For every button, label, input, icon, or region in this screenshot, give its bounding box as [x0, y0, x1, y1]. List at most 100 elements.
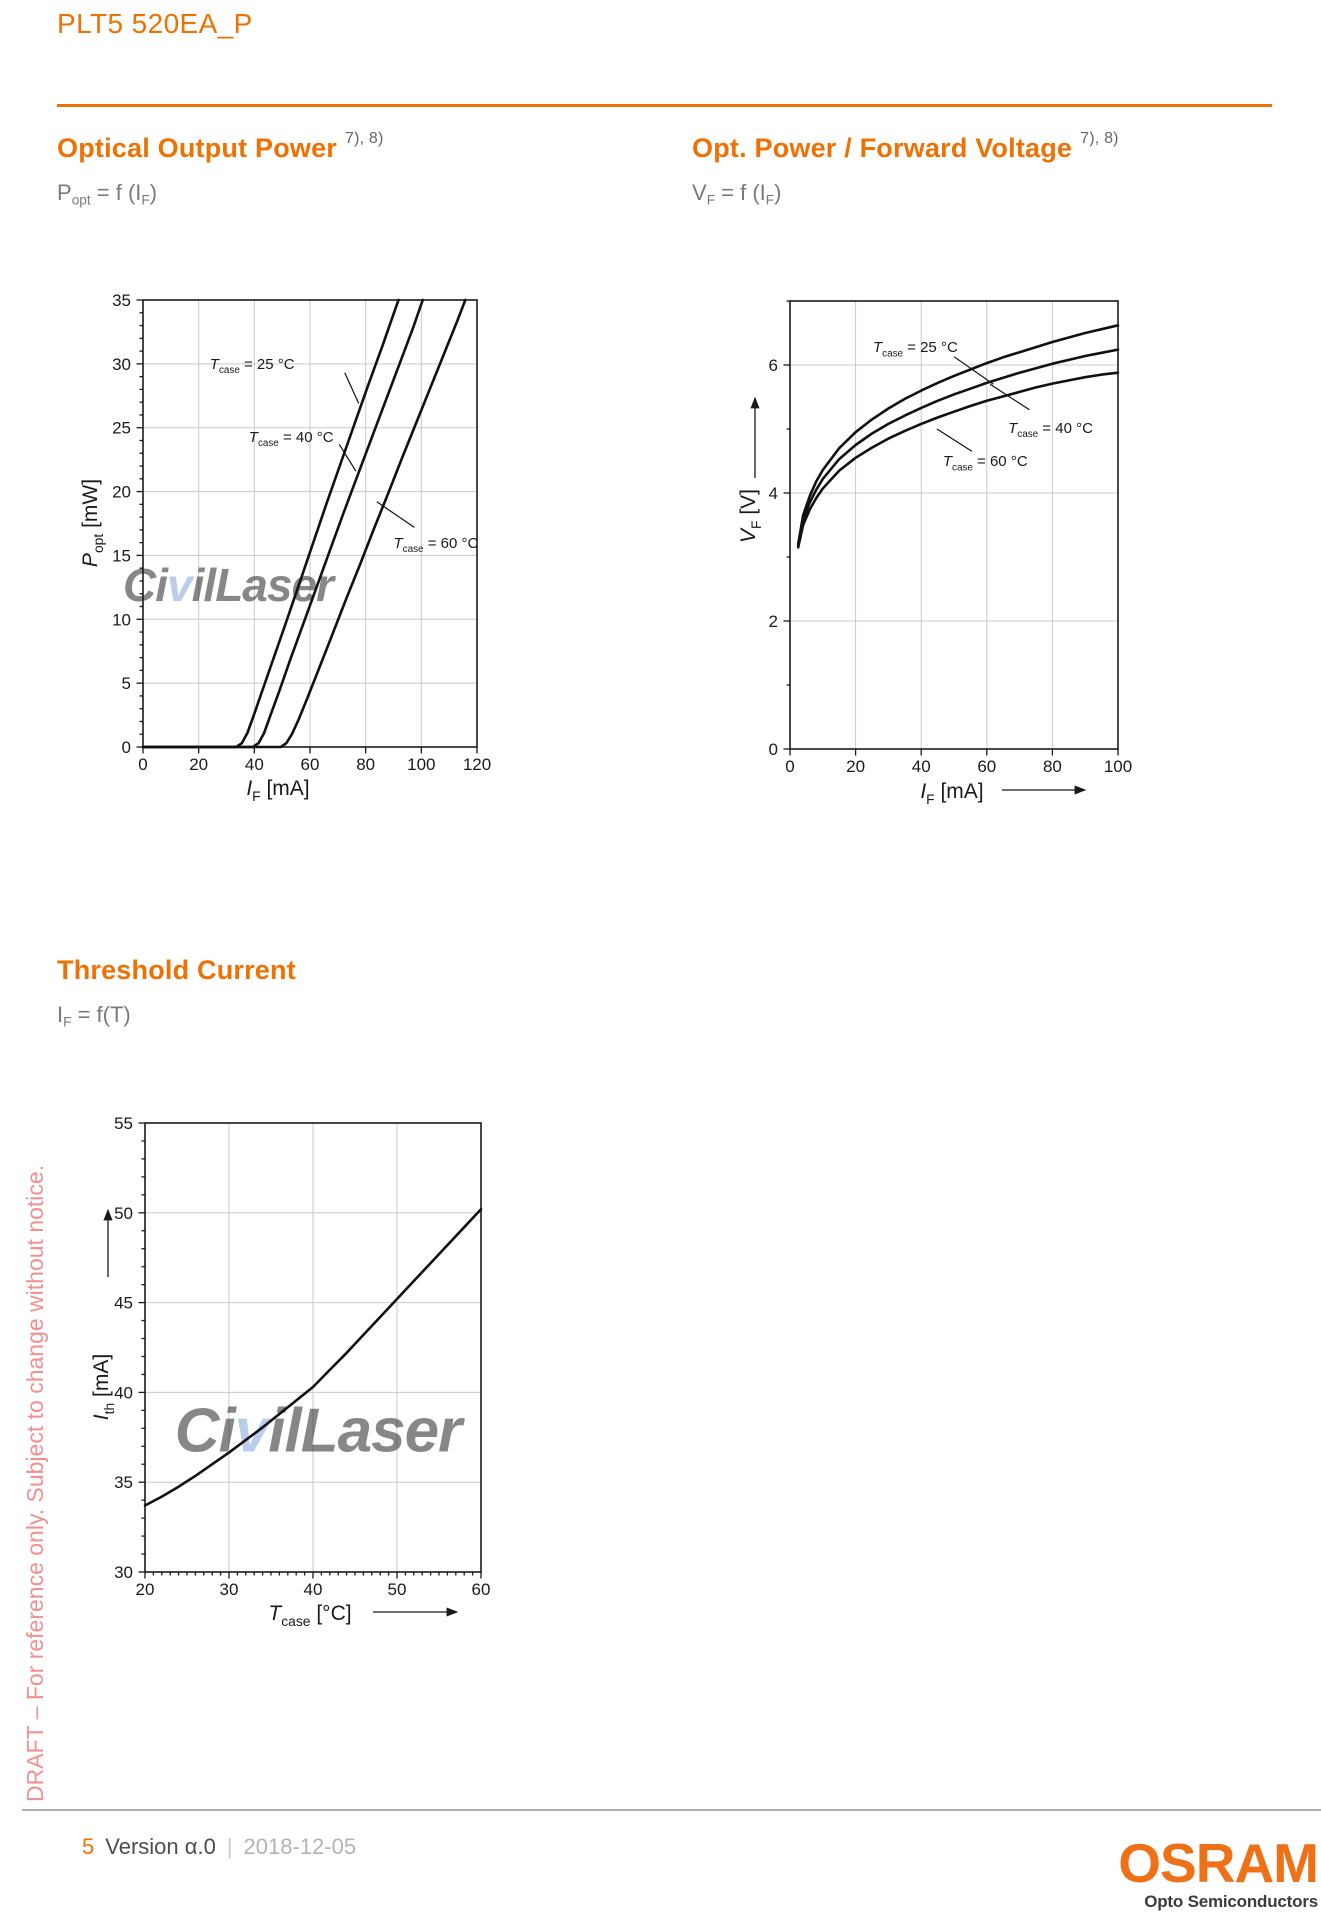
product-title: PLT5 520EA_P: [57, 8, 253, 39]
series-T_case = 60 °C: [796, 371, 1120, 549]
x-tick-label: 40: [912, 757, 931, 776]
footer: 5 Version α.0 | 2018-12-05: [82, 1834, 356, 1860]
series-T_case = 60 °C: [141, 298, 467, 749]
x-axis-label: IF [mA]: [246, 777, 309, 804]
series-I_th: [143, 1207, 483, 1507]
section-threshold-current: Threshold Current IF = f(T): [57, 952, 304, 1029]
version-label: Version α.0: [105, 1834, 216, 1859]
y-tick-label: 6: [769, 356, 778, 375]
footer-separator: |: [226, 1834, 233, 1859]
x-tick-label: 40: [304, 1580, 323, 1599]
x-tick-label: 50: [388, 1580, 407, 1599]
axis-ticks: [783, 300, 1119, 756]
x-tick-label: 40: [245, 755, 264, 774]
curve-label: Tcase = 40 °C: [1008, 420, 1093, 440]
curve-label: Tcase = 40 °C: [249, 429, 334, 449]
y-tick-label: 30: [112, 355, 131, 374]
osram-logo: OSRAM: [1118, 1832, 1319, 1894]
section-formula: Popt = f (IF): [57, 180, 158, 208]
page-number: 5: [82, 1834, 95, 1859]
y-tick-label: 55: [114, 1114, 133, 1133]
section-opt-power-forward-voltage: Opt. Power / Forward Voltage 7), 8) VF = …: [692, 130, 1119, 207]
x-tick-label: 80: [356, 755, 375, 774]
x-tick-label: 0: [785, 757, 794, 776]
x-tick-label: 20: [136, 1580, 155, 1599]
axis-ticks: [138, 1122, 482, 1579]
series-T_case = 25 °C: [796, 323, 1120, 546]
x-tick-label: 60: [472, 1580, 491, 1599]
x-tick-label: 20: [846, 757, 865, 776]
label-leader-line: [936, 428, 973, 452]
y-tick-label: 40: [114, 1383, 133, 1402]
y-tick-label: 10: [112, 610, 131, 629]
label-leader-line: [989, 383, 1030, 411]
forward-voltage-chart: 0 20 40 60 80 100 0 2 4 6 Tcase = 25 °C Tcase = 40 …: [700, 283, 1140, 813]
chart-svg: 0 20 40 60 80 100 0 2 4 6 Tcase = 25 °C Tcase = 40 …: [737, 300, 1132, 807]
label-leader-line: [344, 372, 360, 404]
civillaser-watermark: CivilLaser: [123, 559, 336, 611]
section-formula: VF = f (IF): [692, 180, 782, 208]
series-T_case = 40 °C: [141, 298, 425, 749]
label-leader-line: [376, 501, 415, 528]
section-title: Opt. Power / Forward Voltage 7), 8): [692, 130, 1119, 163]
footer-date: 2018-12-05: [243, 1834, 357, 1859]
brand-division: Opto Semiconductors: [1144, 1892, 1318, 1911]
x-tick-label: 80: [1043, 757, 1062, 776]
y-tick-label: 15: [112, 546, 131, 565]
y-axis-label: Ith [mA]: [90, 1354, 117, 1420]
x-tick-label: 0: [138, 755, 147, 774]
section-title: Threshold Current: [57, 955, 296, 985]
series-T_case = 25 °C: [141, 298, 400, 749]
gridlines: [790, 301, 1118, 749]
footer-divider: [22, 1809, 1321, 1811]
header-divider: [57, 104, 1272, 107]
curve-label: Tcase = 60 °C: [394, 535, 479, 555]
series-T_case = 40 °C: [796, 348, 1120, 547]
threshold-current-chart: CivilLaser 20 30 40 50 60 30 35 40 45 50 55 Tcase [°…: [75, 1105, 505, 1650]
x-tick-label: 30: [220, 1580, 239, 1599]
curve-label: Tcase = 25 °C: [210, 356, 295, 376]
section-optical-output-power: Optical Output Power 7), 8) Popt = f (IF): [57, 130, 384, 207]
chart-svg: CivilLaser 0 20 40 60 80 100 120 0 5 10 15 20 25 30 35 T…: [79, 291, 491, 804]
y-tick-label: 0: [122, 738, 131, 757]
y-tick-label: 2: [769, 612, 778, 631]
y-tick-label: 30: [114, 1563, 133, 1582]
y-tick-label: 20: [112, 483, 131, 502]
plot-box: [789, 300, 1119, 750]
x-axis-label: Tcase [°C]: [268, 1602, 351, 1629]
x-tick-label: 20: [189, 755, 208, 774]
y-tick-label: 25: [112, 419, 131, 438]
y-axis-label: VF [V]: [737, 489, 764, 543]
brand-block: OSRAM Opto Semiconductors: [1100, 1832, 1319, 1912]
y-tick-label: 35: [114, 1473, 133, 1492]
x-tick-label: 60: [301, 755, 320, 774]
draft-notice-text: DRAFT – For reference only. Subject to c…: [22, 1164, 48, 1802]
y-tick-label: 45: [114, 1294, 133, 1313]
gridlines: [143, 300, 477, 747]
civillaser-watermark: CivilLaser: [175, 1397, 465, 1466]
footnote-marker: 7), 8): [345, 130, 384, 147]
x-tick-label: 100: [1104, 757, 1132, 776]
section-formula: IF = f(T): [57, 1002, 131, 1030]
y-tick-label: 50: [114, 1204, 133, 1223]
x-axis-label: IF [mA]: [920, 780, 983, 807]
curve-label: Tcase = 60 °C: [943, 453, 1028, 473]
x-tick-label: 60: [977, 757, 996, 776]
x-tick-label: 120: [463, 755, 491, 774]
footnote-marker: 7), 8): [1080, 130, 1119, 147]
axis-ticks: [136, 299, 478, 754]
gridlines: [145, 1123, 481, 1572]
section-title: Optical Output Power 7), 8): [57, 130, 384, 163]
x-tick-label: 100: [407, 755, 435, 774]
y-tick-label: 0: [769, 740, 778, 759]
optical-output-power-chart: CivilLaser 0 20 40 60 80 100 120 0 5 10 15 20 25 30 35 T…: [72, 283, 492, 813]
y-tick-label: 4: [769, 484, 778, 503]
label-leader-line: [338, 443, 357, 472]
y-tick-label: 5: [122, 674, 131, 693]
y-axis-label: Popt [mW]: [79, 479, 106, 567]
label-leader-line: [953, 356, 994, 385]
y-tick-label: 35: [112, 291, 131, 310]
curve-label: Tcase = 25 °C: [873, 339, 958, 359]
